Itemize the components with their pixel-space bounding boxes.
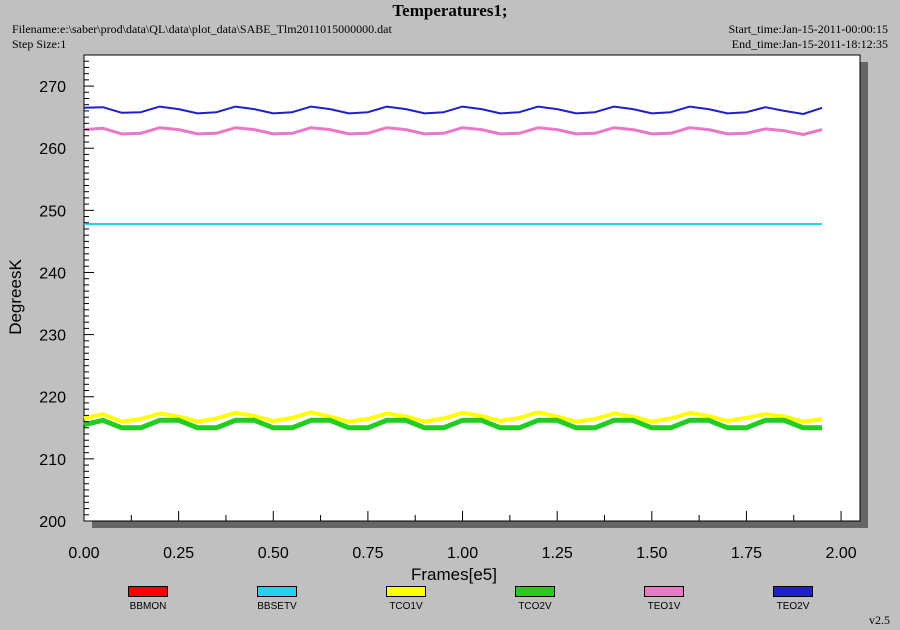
x-tick-label: 0.25 [163,545,194,562]
axis-layer: 200 210 220 230 240 250 260 270 0.00 0.25 0.50 0.75… [39,54,857,562]
filename-label: Filename:e:\saber\prod\data\QL\data\plot… [12,22,392,36]
series-line-teo2v [83,105,823,115]
x-tick-label: 0.50 [258,545,289,562]
y-tick-label: 240 [39,265,66,282]
x-tick-label: 1.00 [447,545,478,562]
series-line-tco1v [83,410,823,424]
legend-swatch [386,586,426,597]
y-tick-label: 270 [39,79,66,96]
legend-item-tco2v: TCO2V [490,586,580,612]
chart-title: Temperatures1; [392,1,508,20]
legend-swatch [515,586,555,597]
legend-swatch [773,586,813,597]
x-tick-label: 2.00 [826,545,857,562]
y-tick-label: 250 [39,203,66,220]
start-time-label: Start_time:Jan-15-2011-00:00:15 [728,22,888,36]
plot-area [83,54,861,522]
x-axis-label: Frames[e5] [411,565,497,584]
legend-label: TEO2V [776,601,810,612]
legend-item-teo2v: TEO2V [748,586,838,612]
series-line-tco2v [83,417,823,431]
version-label: v2.5 [869,613,890,627]
legend-item-tco1v: TCO1V [361,586,451,612]
legend-label: BBSETV [257,601,297,612]
series-layer [83,105,823,431]
y-axis-label: DegreesK [6,259,25,335]
y-tick-label: 260 [39,141,66,158]
legend-swatch [644,586,684,597]
y-tick-label: 200 [39,514,66,531]
legend-label: TCO2V [518,601,552,612]
series-line-teo1v [83,126,823,136]
legend-swatch [257,586,297,597]
x-tick-label: 1.50 [636,545,667,562]
step-size-label: Step Size:1 [12,37,67,51]
y-tick-label: 220 [39,390,66,407]
end-time-label: End_time:Jan-15-2011-18:12:35 [731,37,888,51]
y-tick-label: 210 [39,452,66,469]
legend-swatch [128,586,168,597]
x-tick-label: 1.25 [542,545,573,562]
legend-item-bbmon: BBMON [103,586,193,612]
legend-label: BBMON [129,601,167,612]
x-tick-label: 0.75 [352,545,383,562]
x-tick-label: 0.00 [68,545,99,562]
y-tick-label: 230 [39,328,66,345]
legend-label: TCO1V [389,601,423,612]
legend-label: TEO1V [647,601,681,612]
x-tick-label: 1.75 [731,545,762,562]
legend-item-bbsetv: BBSETV [232,586,322,612]
legend-item-teo1v: TEO1V [619,586,709,612]
